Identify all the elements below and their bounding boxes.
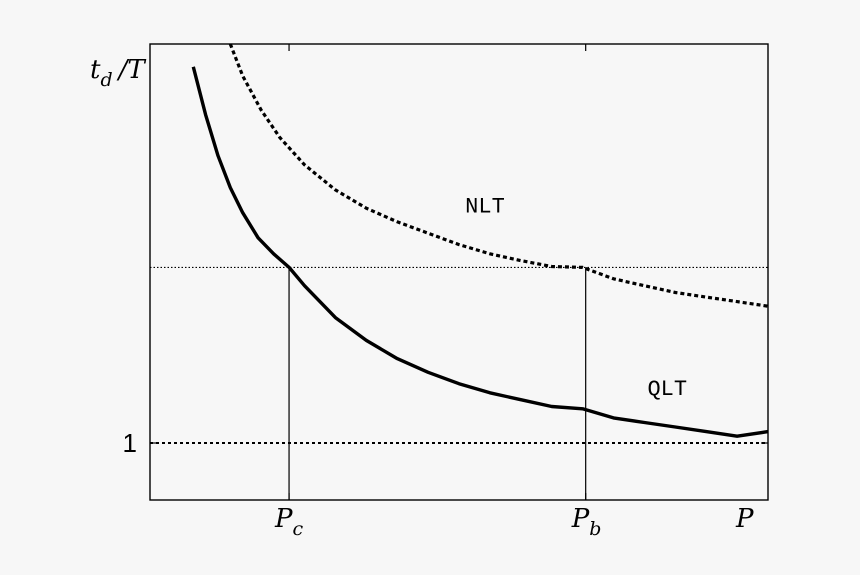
plot-frame bbox=[149, 43, 769, 501]
reference-lines bbox=[150, 266, 768, 500]
x-tick-label-main-0: P bbox=[274, 504, 293, 534]
y-axis-label-sub: d bbox=[100, 69, 112, 91]
y-tick-label-0: 1 bbox=[123, 428, 137, 458]
series-layer bbox=[191, 43, 769, 438]
series-line-qlt bbox=[191, 66, 769, 438]
annotation-nlt: NLT bbox=[465, 195, 505, 220]
x-axis-label: P bbox=[735, 504, 754, 534]
y-axis-label-main: t bbox=[90, 55, 101, 85]
series-line-nlt bbox=[228, 43, 769, 308]
x-tick-label-sub-0: c bbox=[293, 518, 304, 540]
y-axis-label: td/T bbox=[90, 55, 146, 91]
x-tick-label-sub-1: b bbox=[589, 518, 601, 540]
x-tick-label-main-1: P bbox=[571, 504, 590, 534]
x-tick-label-0: Pc bbox=[274, 504, 304, 540]
annotation-qlt: QLT bbox=[647, 377, 687, 402]
ticks: Pc Pb1 bbox=[123, 44, 768, 540]
x-tick-label-1: Pb bbox=[571, 504, 602, 540]
y-axis-label-suffix: /T bbox=[116, 55, 147, 85]
